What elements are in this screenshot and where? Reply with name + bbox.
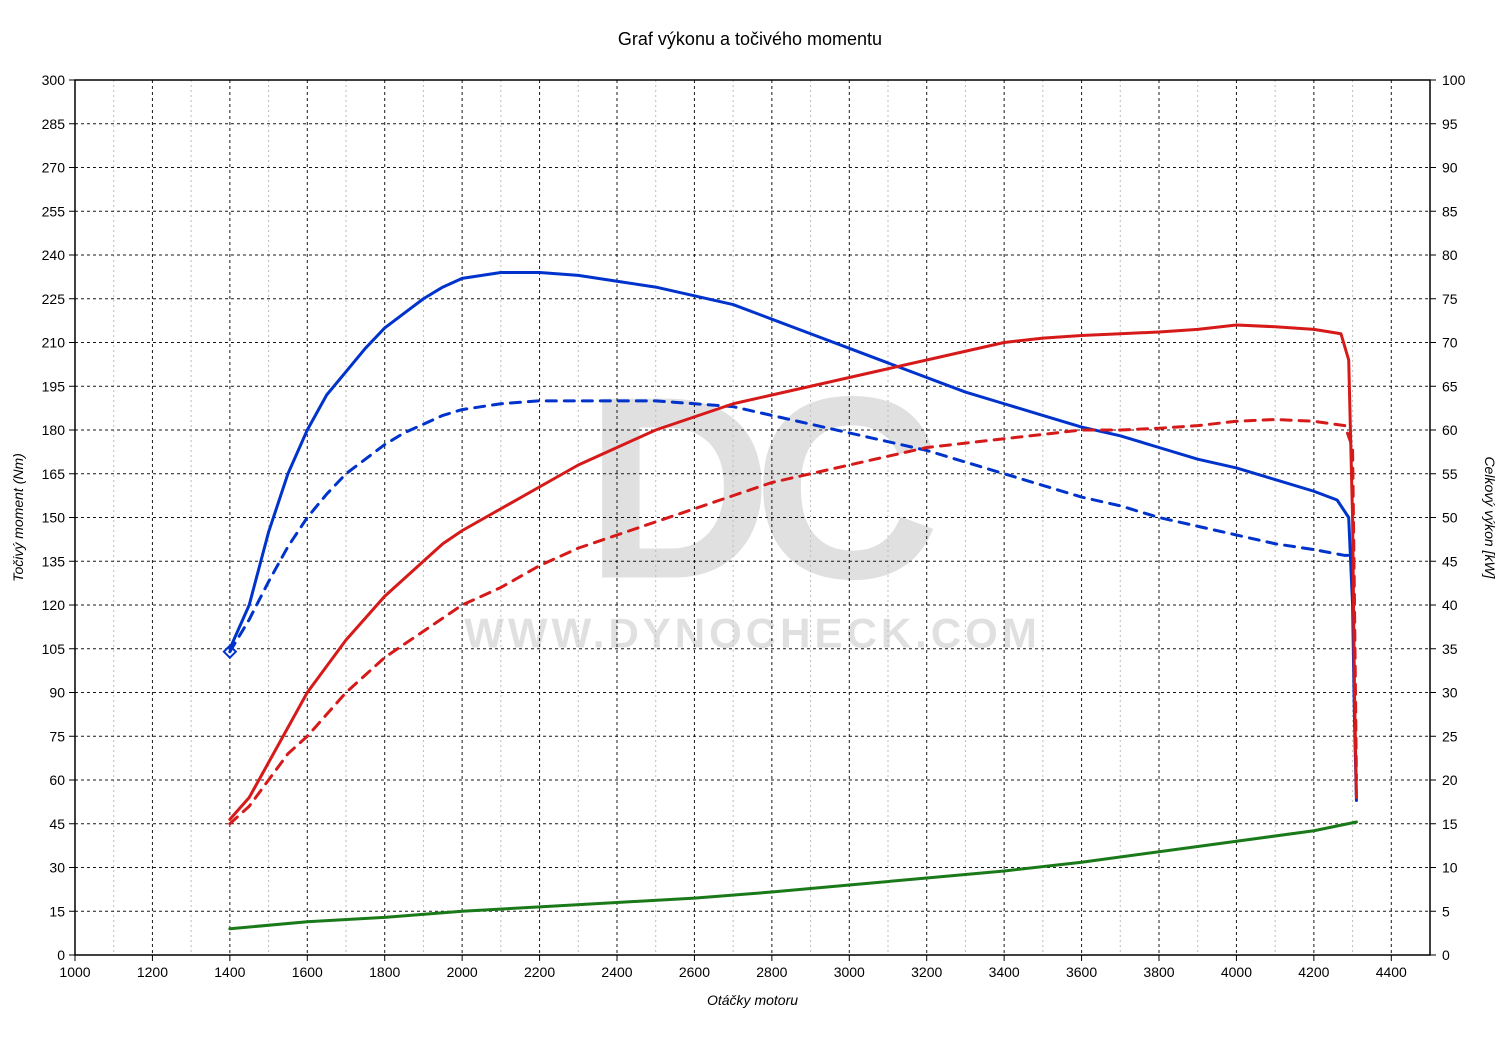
y-right-tick-label: 80: [1442, 247, 1458, 263]
y-right-tick-label: 30: [1442, 685, 1458, 701]
x-tick-label: 2000: [447, 964, 478, 980]
series-power-loss: [230, 822, 1357, 929]
y-left-tick-label: 195: [42, 378, 66, 394]
x-tick-label: 4000: [1221, 964, 1252, 980]
chart-title: Graf výkonu a točivého momentu: [618, 29, 882, 49]
y-right-tick-label: 5: [1442, 903, 1450, 919]
x-axis-label: Otáčky motoru: [707, 992, 798, 1008]
y-right-tick-label: 55: [1442, 466, 1458, 482]
y-left-tick-label: 45: [49, 816, 65, 832]
x-tick-label: 4200: [1298, 964, 1329, 980]
y-right-tick-label: 45: [1442, 553, 1458, 569]
y-right-tick-label: 70: [1442, 335, 1458, 351]
y-right-tick-label: 85: [1442, 203, 1458, 219]
watermark: DCWWW.DYNOCHECK.COM: [464, 344, 1041, 657]
y-left-tick-label: 120: [42, 597, 66, 613]
y-left-tick-label: 210: [42, 335, 66, 351]
y-left-tick-label: 30: [49, 860, 65, 876]
x-tick-label: 1000: [59, 964, 90, 980]
y-right-tick-label: 90: [1442, 160, 1458, 176]
y-right-tick-label: 95: [1442, 116, 1458, 132]
y-left-tick-label: 165: [42, 466, 66, 482]
x-tick-label: 3200: [911, 964, 942, 980]
y-left-tick-label: 270: [42, 160, 66, 176]
x-tick-label: 2800: [756, 964, 787, 980]
y-right-tick-label: 50: [1442, 510, 1458, 526]
y-left-axis-label: Točivý moment (Nm): [10, 453, 26, 582]
x-tick-label: 1600: [292, 964, 323, 980]
y-right-tick-label: 25: [1442, 728, 1458, 744]
y-right-tick-label: 35: [1442, 641, 1458, 657]
y-right-axis-label: Celkový výkon [kW]: [1482, 456, 1498, 579]
y-right-tick-label: 100: [1442, 72, 1466, 88]
y-left-tick-label: 135: [42, 553, 66, 569]
y-left-tick-label: 300: [42, 72, 66, 88]
y-left-tick-label: 150: [42, 510, 66, 526]
y-right-tick-label: 0: [1442, 947, 1450, 963]
x-tick-label: 1800: [369, 964, 400, 980]
y-right-tick-label: 75: [1442, 291, 1458, 307]
x-tick-label: 1200: [137, 964, 168, 980]
x-tick-label: 2400: [601, 964, 632, 980]
y-left-tick-label: 255: [42, 203, 66, 219]
x-tick-label: 3800: [1143, 964, 1174, 980]
x-tick-label: 3000: [834, 964, 865, 980]
x-tick-label: 1400: [214, 964, 245, 980]
y-right-tick-label: 65: [1442, 378, 1458, 394]
y-left-tick-label: 225: [42, 291, 66, 307]
y-right-tick-label: 20: [1442, 772, 1458, 788]
y-left-tick-label: 240: [42, 247, 66, 263]
x-tick-label: 3600: [1066, 964, 1097, 980]
x-tick-label: 3400: [989, 964, 1020, 980]
y-left-tick-label: 90: [49, 685, 65, 701]
svg-text:WWW.DYNOCHECK.COM: WWW.DYNOCHECK.COM: [464, 610, 1041, 657]
y-left-tick-label: 15: [49, 903, 65, 919]
y-right-tick-label: 15: [1442, 816, 1458, 832]
x-tick-label: 2600: [679, 964, 710, 980]
svg-text:DC: DC: [585, 344, 936, 634]
x-tick-label: 4400: [1376, 964, 1407, 980]
dyno-chart: Graf výkonu a točivého momentu DCWWW.DYNO…: [0, 0, 1500, 1040]
y-left-tick-label: 75: [49, 728, 65, 744]
y-right-tick-label: 10: [1442, 860, 1458, 876]
y-left-tick-label: 285: [42, 116, 66, 132]
x-tick-label: 2200: [524, 964, 555, 980]
y-left-tick-label: 0: [57, 947, 65, 963]
y-right-tick-label: 60: [1442, 422, 1458, 438]
y-left-tick-label: 180: [42, 422, 66, 438]
y-left-tick-label: 60: [49, 772, 65, 788]
y-left-tick-label: 105: [42, 641, 66, 657]
chart-svg: Graf výkonu a točivého momentu DCWWW.DYNO…: [0, 0, 1500, 1040]
y-right-tick-label: 40: [1442, 597, 1458, 613]
